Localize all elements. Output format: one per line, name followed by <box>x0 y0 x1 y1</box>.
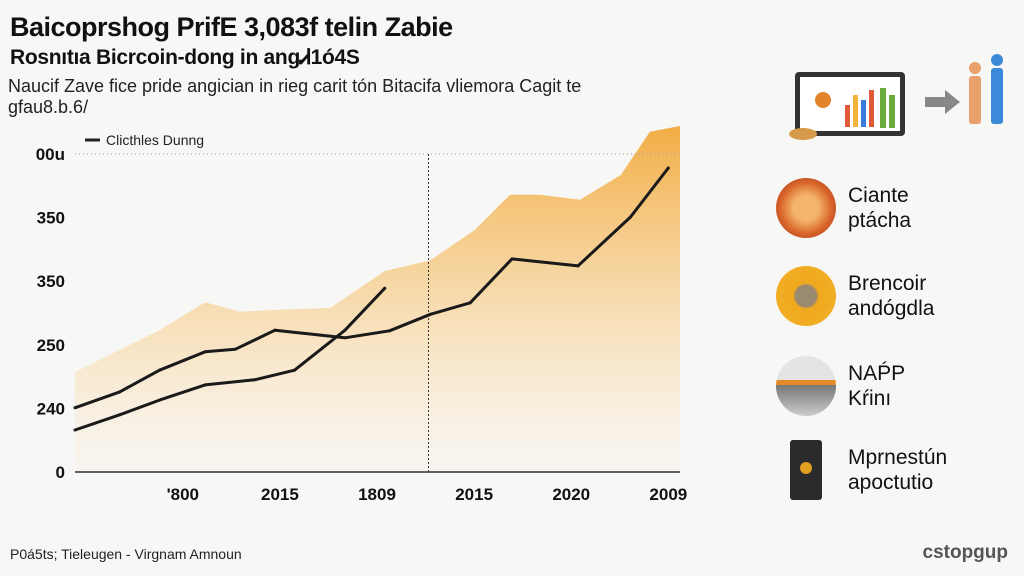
person-avatar-icon <box>776 356 836 416</box>
line-series-1 <box>74 287 386 432</box>
x-tick-label: 2020 <box>552 485 590 504</box>
data-point <box>203 350 207 354</box>
analytics-illustration-icon <box>789 54 1003 140</box>
data-point <box>383 286 387 290</box>
data-point <box>666 166 670 170</box>
side-item-label: andógdla <box>848 297 935 320</box>
y-tick-label: 00u <box>36 145 65 164</box>
coin-badge-icon <box>776 178 836 238</box>
legend-label: Clicthles Dunng <box>106 132 204 148</box>
x-tick-label: 1809 <box>358 485 396 504</box>
footer-source: P0á5ts; Tieleugen - Virgnam Amnoun <box>10 546 242 562</box>
side-item-brencoir: Brencoir andógdla <box>776 266 934 326</box>
y-tick-label: 350 <box>37 272 65 291</box>
x-tick-label: 2015 <box>455 485 493 504</box>
data-point <box>292 368 296 372</box>
y-tick-label: 250 <box>37 336 65 355</box>
line-series-0 <box>74 167 670 410</box>
data-point <box>73 406 77 410</box>
data-point <box>468 301 472 305</box>
data-point <box>428 312 432 316</box>
data-point <box>253 378 257 382</box>
data-point <box>118 413 122 417</box>
price-chart: 0 240 250 350 350 00u '800 2015 1809 2015 2020 2009… <box>36 126 687 504</box>
side-item-label: Mprnestún <box>848 446 948 469</box>
side-item-label: Ciante <box>848 184 909 207</box>
side-item-ciante: Ciante ptácha <box>776 178 911 238</box>
page-title: Baicoprshog PrifE 3,083f telin Zabie <box>10 12 453 42</box>
page-subtitle: Rosnıtıa Bicrcoin-dong in angᏗ1ó4S <box>10 46 360 69</box>
area-series <box>75 126 680 472</box>
data-point <box>233 347 237 351</box>
data-point <box>576 264 580 268</box>
data-point <box>157 398 161 402</box>
data-point <box>343 336 347 340</box>
data-point <box>203 383 207 387</box>
side-item-mprnestun: Mprnestún apoctutio <box>776 440 947 500</box>
side-item-label: apoctutio <box>848 471 934 494</box>
data-point <box>388 329 392 333</box>
bitcoin-map-icon <box>776 266 836 326</box>
phone-icon <box>790 440 822 500</box>
footer-brand: cstopgup <box>922 542 1009 563</box>
data-point <box>628 215 632 219</box>
side-item-label: Brencoir <box>848 272 927 295</box>
x-tick-label: '800 <box>167 485 199 504</box>
y-tick-label: 240 <box>37 399 65 418</box>
x-tick-label: 2009 <box>649 485 687 504</box>
data-point <box>343 328 347 332</box>
y-tick-label: 350 <box>37 209 65 228</box>
side-item-label: NAṔP <box>848 362 906 385</box>
side-item-label: Kŕinı <box>848 387 892 410</box>
data-point <box>157 368 161 372</box>
data-point <box>118 390 122 394</box>
y-tick-label: 0 <box>56 463 65 482</box>
data-point <box>273 328 277 332</box>
data-point <box>73 428 77 432</box>
side-item-nap: NAṔP Kŕinı <box>776 356 905 416</box>
side-item-label: ptácha <box>848 209 912 232</box>
data-point <box>510 257 514 261</box>
description: Naucif Zave fice pride angician in rieg … <box>8 76 582 117</box>
x-tick-label: 2015 <box>261 485 299 504</box>
